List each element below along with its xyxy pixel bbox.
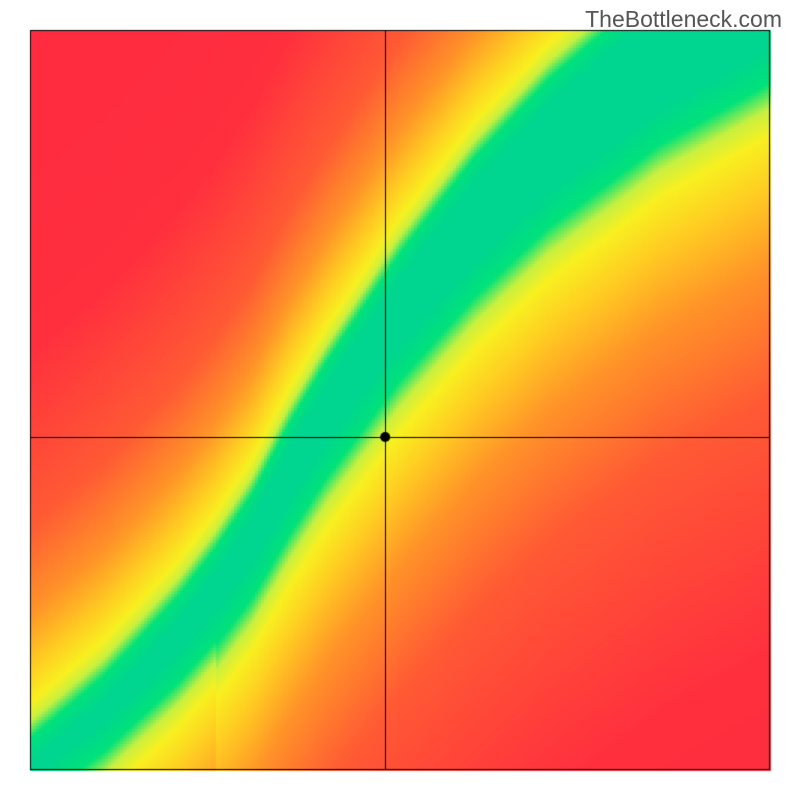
heatmap-canvas [0, 0, 800, 800]
watermark-text: TheBottleneck.com [585, 6, 782, 33]
chart-container: TheBottleneck.com [0, 0, 800, 800]
